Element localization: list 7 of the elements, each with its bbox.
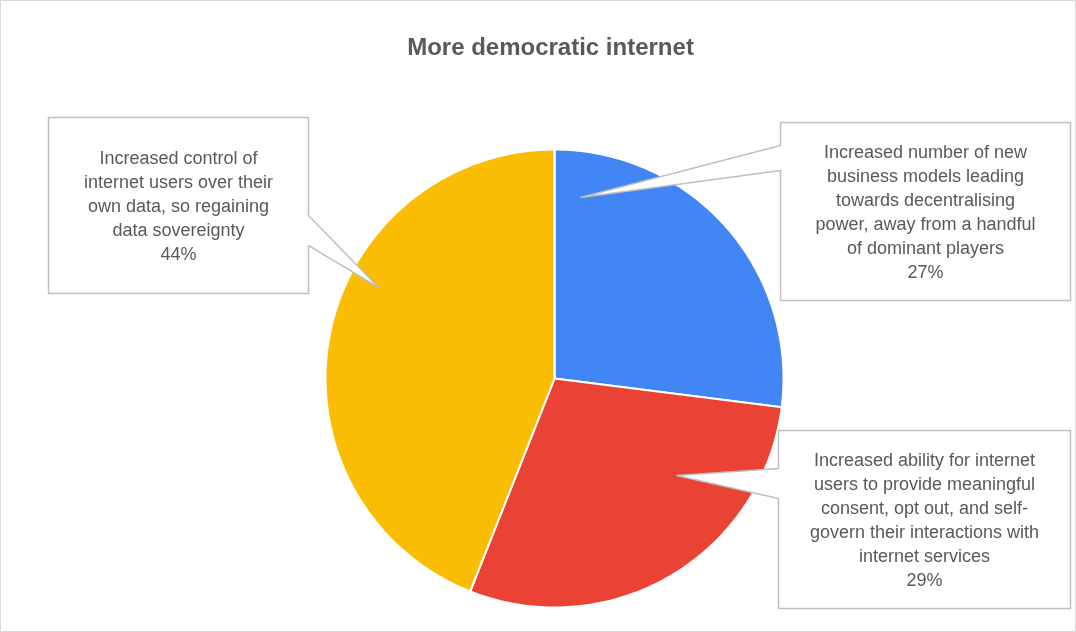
slice-label: Increased ability for internet users to provide meaningful consent, opt out, and self-govern their interactions with internet services <box>809 449 1040 566</box>
data-label: 29% <box>906 569 943 590</box>
data-label: 27% <box>907 261 944 282</box>
chart-title: More democratic internet <box>407 33 694 60</box>
data-label: 44% <box>160 243 197 264</box>
slice-label: Increased control of internet users over their own data, so regaining data sovereignty <box>83 147 274 240</box>
slice-label: Increased number of new business models leading towards decentralising power, away from a handful of dominant players <box>815 141 1036 258</box>
